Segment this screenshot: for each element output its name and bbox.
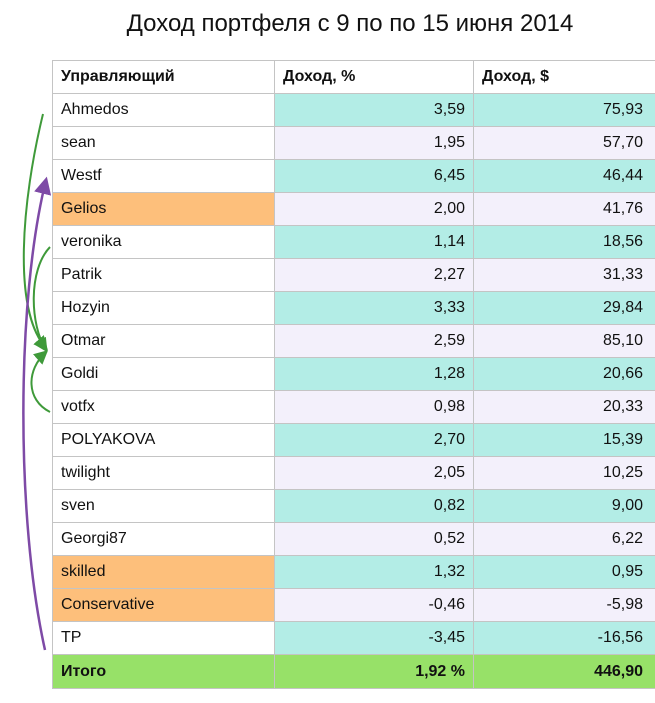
table-row: Gelios 2,00 41,76 [52,193,655,226]
income-usd-cell: 6,22 [473,523,655,555]
table-row: Patrik 2,27 31,33 [52,259,655,292]
income-pct-cell: 2,00 [274,193,473,225]
income-pct-cell: -0,46 [274,589,473,621]
table-row: POLYAKOVA 2,70 15,39 [52,424,655,457]
income-usd-cell: 20,33 [473,391,655,423]
income-pct-cell: 3,33 [274,292,473,324]
table-body: Ahmedos 3,59 75,93 sean 1,95 57,70 Westf 6,45 46… [52,94,655,655]
table-row: votfx 0,98 20,33 [52,391,655,424]
table-row: Hozyin 3,33 29,84 [52,292,655,325]
page-title: Доход портфеля с 9 по по 15 июня 2014 [126,10,574,37]
income-pct-cell: 3,59 [274,94,473,126]
manager-name-cell: Otmar [52,325,274,357]
manager-name-cell: veronika [52,226,274,258]
manager-name-cell: Gelios [52,193,274,225]
income-pct-cell: 2,05 [274,457,473,489]
header-income-usd: Доход, $ [473,61,655,93]
manager-name-cell: votfx [52,391,274,423]
income-pct-cell: 6,45 [274,160,473,192]
arrow-votfx-to-otmar [30,350,51,413]
income-pct-cell: 0,98 [274,391,473,423]
table-row: Otmar 2,59 85,10 [52,325,655,358]
table-row: Ahmedos 3,59 75,93 [52,94,655,127]
table-header-row: Управляющий Доход, % Доход, $ [52,61,655,94]
manager-name-cell: sven [52,490,274,522]
income-usd-cell: 18,56 [473,226,655,258]
income-pct-cell: 2,59 [274,325,473,357]
manager-name-cell: Patrik [52,259,274,291]
manager-name-cell: Ahmedos [52,94,274,126]
income-usd-cell: 0,95 [473,556,655,588]
table-row: Conservative -0,46 -5,98 [52,589,655,622]
table-total-row: Итого 1,92 % 446,90 [52,655,655,689]
table-row: skilled 1,32 0,95 [52,556,655,589]
table-row: TP -3,45 -16,56 [52,622,655,655]
table-row: sven 0,82 9,00 [52,490,655,523]
table-row: twilight 2,05 10,25 [52,457,655,490]
income-pct-cell: 2,27 [274,259,473,291]
income-usd-cell: 9,00 [473,490,655,522]
arrow-tp-to-westf [22,176,52,651]
income-usd-cell: 46,44 [473,160,655,192]
manager-name-cell: Georgi87 [52,523,274,555]
total-pct: 1,92 % [274,655,473,688]
manager-name-cell: TP [52,622,274,654]
total-label: Итого [52,655,274,688]
income-table: Управляющий Доход, % Доход, $ Ahmedos 3,5… [52,60,655,689]
income-usd-cell: 20,66 [473,358,655,390]
income-pct-cell: 2,70 [274,424,473,456]
income-usd-cell: 29,84 [473,292,655,324]
income-pct-cell: 0,82 [274,490,473,522]
manager-name-cell: Hozyin [52,292,274,324]
income-pct-cell: 0,52 [274,523,473,555]
income-pct-cell: 1,32 [274,556,473,588]
manager-name-cell: POLYAKOVA [52,424,274,456]
income-pct-cell: 1,95 [274,127,473,159]
arrow-veronika-to-otmar [32,246,51,353]
manager-name-cell: Goldi [52,358,274,390]
manager-name-cell: Conservative [52,589,274,621]
header-manager: Управляющий [52,61,274,93]
income-usd-cell: 10,25 [473,457,655,489]
income-usd-cell: -5,98 [473,589,655,621]
income-pct-cell: 1,28 [274,358,473,390]
table-row: Westf 6,45 46,44 [52,160,655,193]
manager-name-cell: skilled [52,556,274,588]
income-usd-cell: 85,10 [473,325,655,357]
table-row: veronika 1,14 18,56 [52,226,655,259]
income-usd-cell: 15,39 [473,424,655,456]
income-pct-cell: -3,45 [274,622,473,654]
income-usd-cell: 31,33 [473,259,655,291]
total-usd: 446,90 [473,655,655,688]
manager-name-cell: Westf [52,160,274,192]
income-usd-cell: 57,70 [473,127,655,159]
income-pct-cell: 1,14 [274,226,473,258]
manager-name-cell: twilight [52,457,274,489]
manager-name-cell: sean [52,127,274,159]
header-income-pct: Доход, % [274,61,473,93]
income-usd-cell: 41,76 [473,193,655,225]
income-usd-cell: -16,56 [473,622,655,654]
table-row: sean 1,95 57,70 [52,127,655,160]
table-row: Georgi87 0,52 6,22 [52,523,655,556]
arrow-ahmedos-to-otmar [22,113,48,351]
income-usd-cell: 75,93 [473,94,655,126]
table-row: Goldi 1,28 20,66 [52,358,655,391]
